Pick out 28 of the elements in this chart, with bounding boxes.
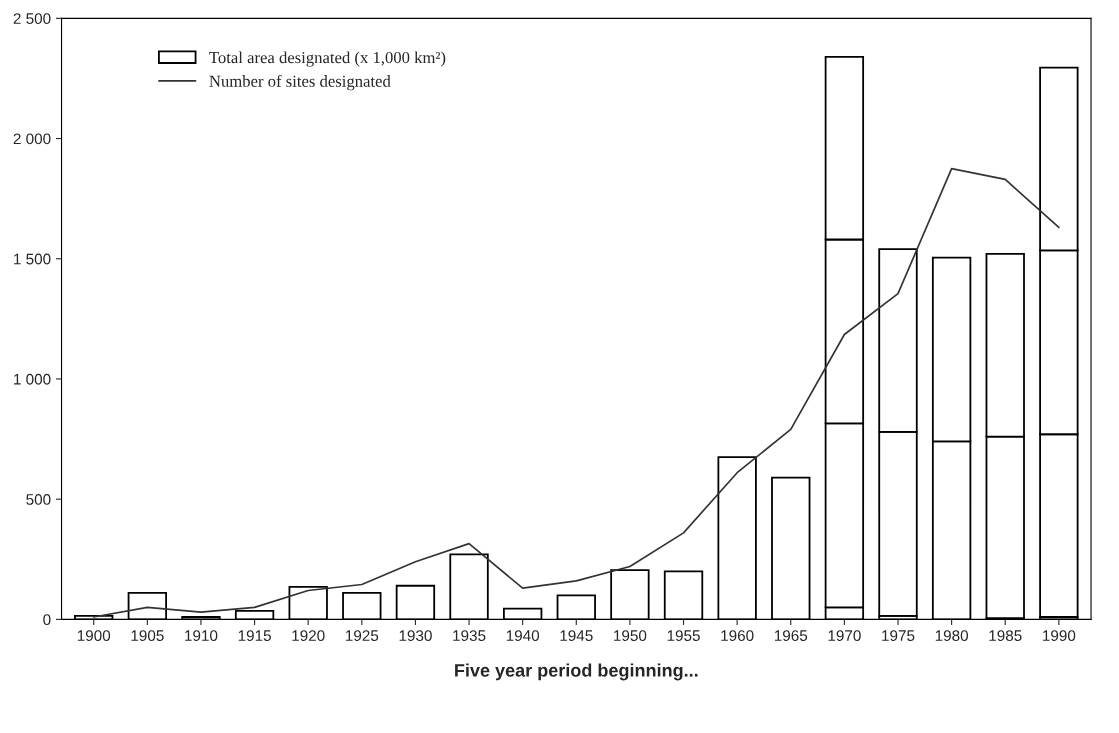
- x-tick-label: 1945: [560, 630, 593, 642]
- x-tick-label: 1975: [882, 630, 915, 642]
- x-tick-label: 1985: [989, 630, 1022, 642]
- legend-label: Number of sites designated: [209, 74, 391, 91]
- x-tick-label: 1940: [506, 630, 540, 642]
- x-tick-label: 1930: [399, 630, 432, 642]
- x-tick-label: 1960: [721, 630, 754, 642]
- x-tick-label: 1905: [131, 630, 164, 642]
- y-tick-label: 1 500: [14, 253, 51, 265]
- y-tick-label: 0: [43, 614, 51, 626]
- x-tick-label: 1920: [292, 630, 325, 642]
- x-tick-label: 1910: [185, 630, 218, 642]
- y-tick-label: 2 000: [13, 133, 51, 145]
- x-tick-label: 1900: [77, 630, 111, 642]
- x-tick-label: 1915: [238, 630, 271, 642]
- x-tick-label: 1950: [614, 630, 647, 642]
- y-tick-label: 500: [26, 494, 51, 505]
- y-tick-label: 1 000: [14, 373, 51, 385]
- x-tick-label: 1955: [667, 630, 700, 642]
- x-tick-label: 1935: [453, 630, 486, 642]
- x-tick-label: 1965: [774, 630, 808, 642]
- legend-label: Total area designated (x 1,000 km²): [209, 51, 446, 67]
- x-axis-title: Five year period beginning...: [455, 663, 698, 681]
- y-tick-label: 2 500: [13, 13, 51, 25]
- x-tick-label: 1970: [828, 630, 861, 642]
- x-tick-label: 1990: [1043, 630, 1076, 642]
- x-tick-label: 1925: [345, 630, 379, 642]
- x-tick-label: 1980: [935, 630, 969, 642]
